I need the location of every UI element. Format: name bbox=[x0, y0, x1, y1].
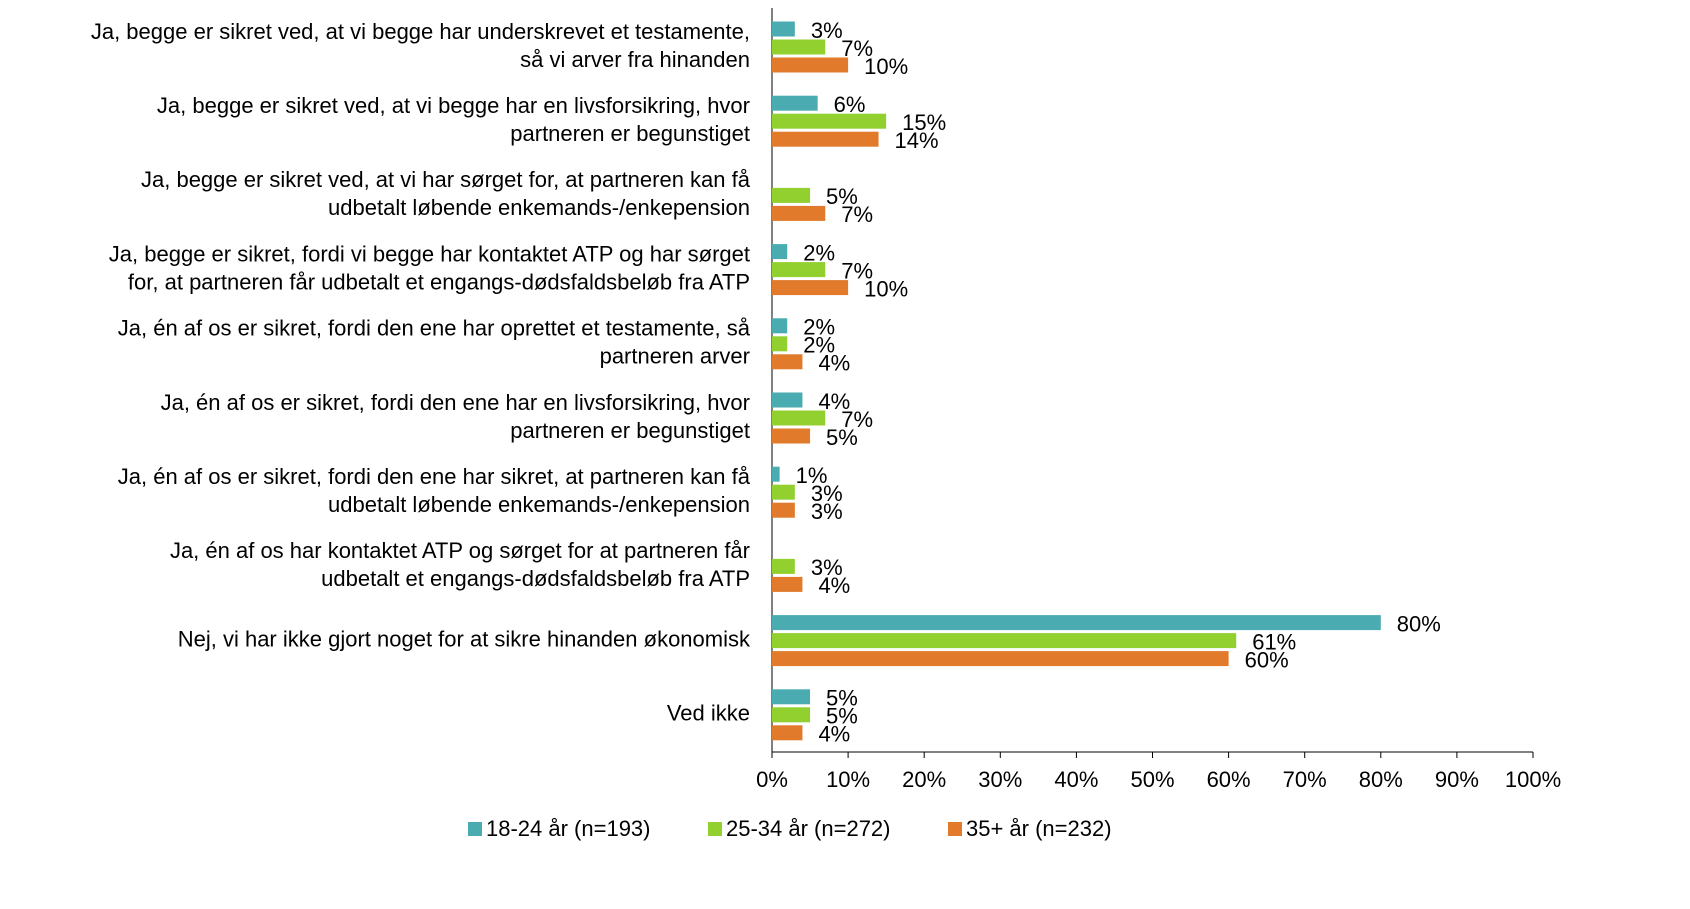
y-tick-label: Ja, begge er sikret, fordi vi begge har … bbox=[109, 241, 750, 266]
data-label: 60% bbox=[1245, 647, 1289, 672]
y-tick-label: så vi arver fra hinanden bbox=[520, 47, 750, 72]
bar bbox=[772, 484, 795, 500]
data-label: 10% bbox=[864, 276, 908, 301]
data-label: 4% bbox=[818, 389, 850, 414]
bar bbox=[772, 410, 826, 426]
bar bbox=[772, 576, 803, 592]
y-tick-label: Nej, vi har ikke gjort noget for at sikr… bbox=[178, 626, 751, 651]
bar bbox=[772, 262, 826, 278]
data-label: 7% bbox=[841, 407, 873, 432]
x-tick-label: 100% bbox=[1505, 767, 1561, 792]
y-tick-label: Ja, begge er sikret ved, at vi begge har… bbox=[157, 93, 750, 118]
data-label: 2% bbox=[803, 333, 835, 358]
bar bbox=[772, 392, 803, 408]
y-tick-label: for, at partneren får udbetalt et engang… bbox=[128, 269, 750, 294]
data-label: 3% bbox=[811, 499, 843, 524]
y-tick-label: udbetalt løbende enkemands-/enkepension bbox=[328, 195, 750, 220]
x-tick-label: 80% bbox=[1359, 767, 1403, 792]
bar bbox=[772, 725, 803, 741]
bar bbox=[772, 318, 788, 334]
data-label: 15% bbox=[902, 110, 946, 135]
data-label: 1% bbox=[796, 463, 828, 488]
data-label: 80% bbox=[1397, 611, 1441, 636]
data-label: 3% bbox=[811, 555, 843, 580]
data-label: 7% bbox=[841, 202, 873, 227]
y-tick-label: Ja, én af os er sikret, fordi den ene ha… bbox=[118, 464, 751, 489]
x-tick-label: 50% bbox=[1130, 767, 1174, 792]
data-label: 4% bbox=[818, 722, 850, 747]
x-tick-label: 70% bbox=[1283, 767, 1327, 792]
legend-swatch bbox=[708, 822, 722, 836]
data-label: 7% bbox=[841, 36, 873, 61]
data-label: 5% bbox=[826, 686, 858, 711]
x-tick-label: 30% bbox=[978, 767, 1022, 792]
bar bbox=[772, 466, 780, 482]
y-tick-label: Ved ikke bbox=[667, 701, 750, 726]
data-label: 5% bbox=[826, 704, 858, 729]
legend-swatch bbox=[468, 822, 482, 836]
data-label: 4% bbox=[818, 351, 850, 376]
data-label: 2% bbox=[803, 240, 835, 265]
legend-swatch bbox=[948, 822, 962, 836]
x-tick-label: 40% bbox=[1054, 767, 1098, 792]
y-tick-label: Ja, én af os har kontaktet ATP og sørget… bbox=[170, 538, 750, 563]
legend-label: 35+ år (n=232) bbox=[966, 816, 1112, 841]
y-tick-label: partneren arver bbox=[600, 344, 750, 369]
bar bbox=[772, 615, 1381, 631]
bar bbox=[772, 113, 887, 129]
x-tick-label: 90% bbox=[1435, 767, 1479, 792]
y-tick-label: Ja, én af os er sikret, fordi den ene ha… bbox=[161, 390, 750, 415]
data-label: 14% bbox=[895, 128, 939, 153]
bar bbox=[772, 131, 879, 147]
legend-label: 25-34 år (n=272) bbox=[726, 816, 891, 841]
bar bbox=[772, 244, 788, 260]
bar bbox=[772, 651, 1229, 667]
data-label: 3% bbox=[811, 481, 843, 506]
bar bbox=[772, 558, 795, 574]
bar bbox=[772, 280, 849, 296]
bar bbox=[772, 428, 811, 444]
bar bbox=[772, 502, 795, 518]
bar bbox=[772, 707, 811, 723]
bar bbox=[772, 354, 803, 370]
y-tick-label: udbetalt et engangs-dødsfaldsbeløb fra A… bbox=[321, 566, 750, 591]
data-label: 7% bbox=[841, 258, 873, 283]
bar bbox=[772, 57, 849, 73]
y-tick-label: Ja, én af os er sikret, fordi den ene ha… bbox=[118, 316, 751, 341]
x-tick-label: 20% bbox=[902, 767, 946, 792]
data-label: 61% bbox=[1252, 629, 1296, 654]
data-label: 3% bbox=[811, 18, 843, 43]
y-tick-label: udbetalt løbende enkemands-/enkepension bbox=[328, 492, 750, 517]
x-tick-label: 10% bbox=[826, 767, 870, 792]
bar bbox=[772, 689, 811, 705]
y-tick-label: Ja, begge er sikret ved, at vi har sørge… bbox=[141, 167, 751, 192]
data-label: 5% bbox=[826, 184, 858, 209]
bar bbox=[772, 39, 826, 55]
y-tick-label: partneren er begunstiget bbox=[510, 121, 750, 146]
y-tick-label: partneren er begunstiget bbox=[510, 418, 750, 443]
bar bbox=[772, 205, 826, 221]
data-label: 4% bbox=[818, 573, 850, 598]
bar bbox=[772, 187, 811, 203]
data-label: 6% bbox=[834, 92, 866, 117]
bar bbox=[772, 21, 795, 37]
bar bbox=[772, 633, 1237, 649]
data-label: 10% bbox=[864, 54, 908, 79]
x-tick-label: 0% bbox=[756, 767, 788, 792]
y-tick-label: Ja, begge er sikret ved, at vi begge har… bbox=[91, 19, 750, 44]
data-label: 2% bbox=[803, 315, 835, 340]
bar bbox=[772, 95, 818, 111]
bar bbox=[772, 336, 788, 352]
data-label: 5% bbox=[826, 425, 858, 450]
legend-label: 18-24 år (n=193) bbox=[486, 816, 651, 841]
x-tick-label: 60% bbox=[1207, 767, 1251, 792]
